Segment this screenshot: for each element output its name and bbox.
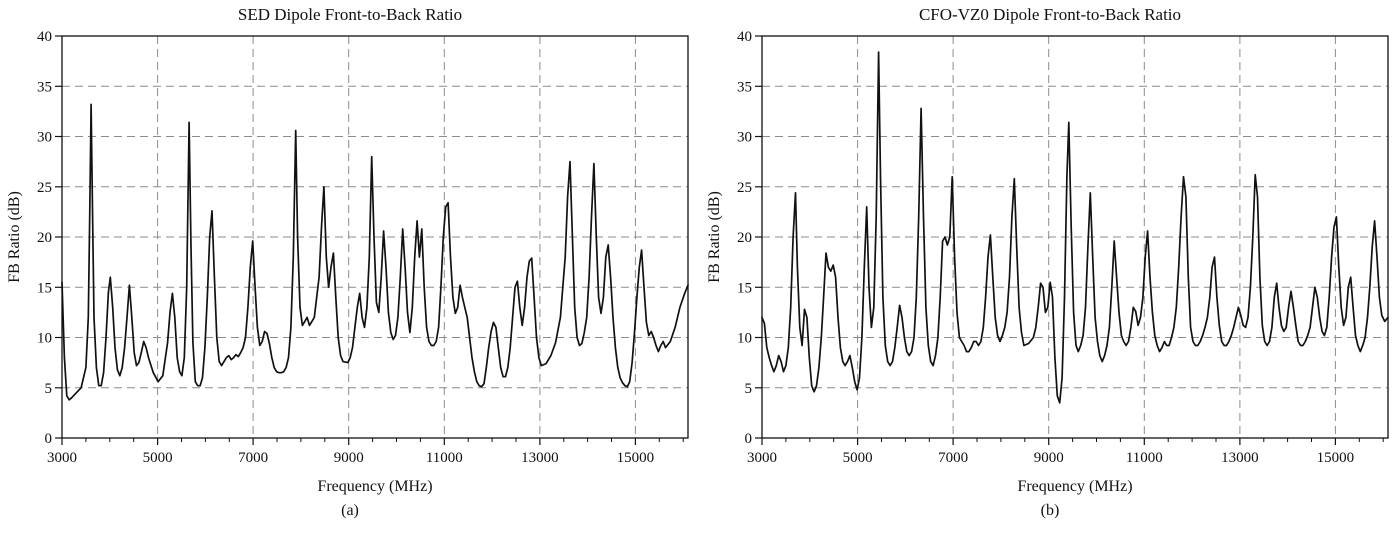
x-minor-ticks — [785, 438, 1384, 442]
x-major-ticks — [761, 438, 1337, 445]
svg-text:0: 0 — [45, 431, 53, 447]
svg-text:10: 10 — [737, 331, 752, 347]
svg-text:5: 5 — [45, 381, 53, 397]
x-minor-ticks — [85, 438, 684, 442]
plot-area-b: 3000 5000 7000 9000 11000 13000 15000 0 5 10 15 20 2… — [737, 29, 1389, 466]
svg-text:15000: 15000 — [1317, 450, 1355, 466]
subfigure-caption-a: (a) — [341, 502, 359, 519]
svg-text:35: 35 — [37, 79, 52, 95]
plot-border — [761, 35, 1389, 439]
grid-lines — [762, 36, 1388, 438]
chart-panel-b: CFO-VZ0 Dipole Front-to-Back Ratio FB Ra… — [700, 0, 1400, 542]
svg-text:3000: 3000 — [47, 450, 77, 466]
plot-area-a: 3000 5000 7000 9000 11000 13000 15000 0 5 10 15 20 2… — [37, 29, 689, 466]
svg-text:20: 20 — [737, 230, 752, 246]
svg-text:25: 25 — [737, 180, 752, 196]
svg-text:3000: 3000 — [747, 450, 777, 466]
svg-text:35: 35 — [737, 79, 752, 95]
x-axis-label-a: Frequency (MHz) — [317, 478, 433, 495]
svg-text:5000: 5000 — [143, 450, 173, 466]
svg-text:5: 5 — [745, 381, 753, 397]
x-major-ticks — [61, 438, 637, 445]
svg-text:40: 40 — [737, 29, 752, 45]
svg-text:7000: 7000 — [938, 450, 968, 466]
plot-border — [61, 35, 689, 439]
chart-title-a: SED Dipole Front-to-Back Ratio — [237, 5, 463, 24]
svg-text:9000: 9000 — [334, 450, 364, 466]
svg-text:7000: 7000 — [238, 450, 268, 466]
svg-text:5000: 5000 — [843, 450, 873, 466]
svg-text:13000: 13000 — [521, 450, 559, 466]
series-line — [61, 103, 689, 401]
y-major-ticks — [55, 35, 62, 439]
y-major-ticks — [755, 35, 762, 439]
svg-text:13000: 13000 — [1221, 450, 1259, 466]
x-tick-labels: 3000 5000 7000 9000 11000 13000 15000 — [47, 450, 654, 466]
y-axis-label-b: FB Ratio (dB) — [706, 191, 723, 283]
svg-text:30: 30 — [737, 130, 752, 146]
y-tick-labels: 0 5 10 15 20 25 30 35 40 — [37, 29, 52, 447]
svg-text:11000: 11000 — [1126, 450, 1163, 466]
subfigure-caption-b: (b) — [1040, 502, 1060, 519]
svg-text:0: 0 — [745, 431, 753, 447]
svg-text:15000: 15000 — [617, 450, 655, 466]
svg-text:9000: 9000 — [1034, 450, 1064, 466]
svg-text:25: 25 — [37, 180, 52, 196]
grid-lines — [62, 36, 688, 438]
y-tick-labels: 0 5 10 15 20 25 30 35 40 — [737, 29, 752, 447]
svg-text:11000: 11000 — [426, 450, 463, 466]
series-line — [761, 51, 1389, 404]
x-axis-label-b: Frequency (MHz) — [1017, 478, 1133, 495]
svg-text:40: 40 — [37, 29, 52, 45]
svg-text:15: 15 — [37, 280, 52, 296]
svg-text:15: 15 — [737, 280, 752, 296]
svg-text:30: 30 — [37, 130, 52, 146]
chart-title-b: CFO-VZ0 Dipole Front-to-Back Ratio — [918, 5, 1182, 24]
chart-panel-a: SED Dipole Front-to-Back Ratio FB Ratio … — [6, 5, 689, 519]
x-tick-labels: 3000 5000 7000 9000 11000 13000 15000 — [747, 450, 1354, 466]
y-axis-label-a: FB Ratio (dB) — [6, 191, 23, 283]
svg-text:10: 10 — [37, 331, 52, 347]
svg-text:20: 20 — [37, 230, 52, 246]
